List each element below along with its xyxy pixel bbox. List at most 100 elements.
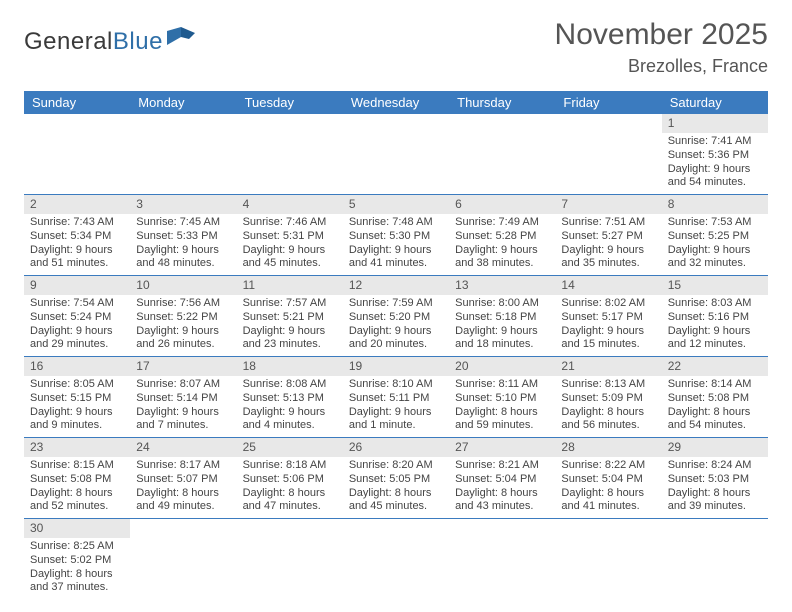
sunset-text: Sunset: 5:18 PM: [455, 311, 549, 325]
calendar: Sunday Monday Tuesday Wednesday Thursday…: [24, 91, 768, 599]
calendar-cell: 23Sunrise: 8:15 AMSunset: 5:08 PMDayligh…: [24, 438, 130, 518]
cell-body: Sunrise: 7:56 AMSunset: 5:22 PMDaylight:…: [130, 295, 236, 356]
calendar-week: 2Sunrise: 7:43 AMSunset: 5:34 PMDaylight…: [24, 195, 768, 276]
sunrise-text: Sunrise: 8:24 AM: [668, 459, 762, 473]
sunrise-text: Sunrise: 8:05 AM: [30, 378, 124, 392]
dayname-row: Sunday Monday Tuesday Wednesday Thursday…: [24, 91, 768, 114]
daylight-text: Daylight: 9 hours and 29 minutes.: [30, 325, 124, 353]
sunset-text: Sunset: 5:30 PM: [349, 230, 443, 244]
dayname-sunday: Sunday: [24, 91, 130, 114]
cell-body: Sunrise: 7:57 AMSunset: 5:21 PMDaylight:…: [237, 295, 343, 356]
sunset-text: Sunset: 5:31 PM: [243, 230, 337, 244]
day-number: 15: [662, 276, 768, 295]
sunset-text: Sunset: 5:07 PM: [136, 473, 230, 487]
daylight-text: Daylight: 8 hours and 52 minutes.: [30, 487, 124, 515]
location: Brezolles, France: [555, 56, 768, 77]
page: GeneralBlue November 2025 Brezolles, Fra…: [0, 0, 792, 599]
sunrise-text: Sunrise: 8:21 AM: [455, 459, 549, 473]
cell-body: Sunrise: 8:02 AMSunset: 5:17 PMDaylight:…: [555, 295, 661, 356]
dayname-thursday: Thursday: [449, 91, 555, 114]
calendar-cell: [237, 114, 343, 194]
daylight-text: Daylight: 8 hours and 49 minutes.: [136, 487, 230, 515]
daylight-text: Daylight: 9 hours and 4 minutes.: [243, 406, 337, 434]
sunset-text: Sunset: 5:21 PM: [243, 311, 337, 325]
day-number: 28: [555, 438, 661, 457]
day-number: 30: [24, 519, 130, 538]
day-number: 23: [24, 438, 130, 457]
calendar-cell: [343, 519, 449, 599]
calendar-cell: 11Sunrise: 7:57 AMSunset: 5:21 PMDayligh…: [237, 276, 343, 356]
daylight-text: Daylight: 9 hours and 51 minutes.: [30, 244, 124, 272]
calendar-cell: 27Sunrise: 8:21 AMSunset: 5:04 PMDayligh…: [449, 438, 555, 518]
day-number: 27: [449, 438, 555, 457]
calendar-cell: 7Sunrise: 7:51 AMSunset: 5:27 PMDaylight…: [555, 195, 661, 275]
sunrise-text: Sunrise: 8:18 AM: [243, 459, 337, 473]
calendar-cell: 6Sunrise: 7:49 AMSunset: 5:28 PMDaylight…: [449, 195, 555, 275]
sunrise-text: Sunrise: 7:56 AM: [136, 297, 230, 311]
calendar-cell: 29Sunrise: 8:24 AMSunset: 5:03 PMDayligh…: [662, 438, 768, 518]
sunset-text: Sunset: 5:16 PM: [668, 311, 762, 325]
cell-body: Sunrise: 7:45 AMSunset: 5:33 PMDaylight:…: [130, 214, 236, 275]
cell-body: Sunrise: 8:11 AMSunset: 5:10 PMDaylight:…: [449, 376, 555, 437]
day-number: 22: [662, 357, 768, 376]
dayname-friday: Friday: [555, 91, 661, 114]
calendar-week: 1Sunrise: 7:41 AMSunset: 5:36 PMDaylight…: [24, 114, 768, 195]
calendar-cell: 12Sunrise: 7:59 AMSunset: 5:20 PMDayligh…: [343, 276, 449, 356]
calendar-cell: [130, 519, 236, 599]
calendar-cell: 1Sunrise: 7:41 AMSunset: 5:36 PMDaylight…: [662, 114, 768, 194]
daylight-text: Daylight: 9 hours and 15 minutes.: [561, 325, 655, 353]
day-number: 17: [130, 357, 236, 376]
dayname-monday: Monday: [130, 91, 236, 114]
header: GeneralBlue November 2025 Brezolles, Fra…: [24, 18, 768, 77]
cell-body: Sunrise: 8:24 AMSunset: 5:03 PMDaylight:…: [662, 457, 768, 518]
calendar-cell: 17Sunrise: 8:07 AMSunset: 5:14 PMDayligh…: [130, 357, 236, 437]
sunrise-text: Sunrise: 8:22 AM: [561, 459, 655, 473]
daylight-text: Daylight: 9 hours and 38 minutes.: [455, 244, 549, 272]
daylight-text: Daylight: 9 hours and 20 minutes.: [349, 325, 443, 353]
daylight-text: Daylight: 8 hours and 45 minutes.: [349, 487, 443, 515]
sunset-text: Sunset: 5:04 PM: [561, 473, 655, 487]
sunset-text: Sunset: 5:04 PM: [455, 473, 549, 487]
calendar-cell: 25Sunrise: 8:18 AMSunset: 5:06 PMDayligh…: [237, 438, 343, 518]
daylight-text: Daylight: 8 hours and 59 minutes.: [455, 406, 549, 434]
sunrise-text: Sunrise: 8:20 AM: [349, 459, 443, 473]
calendar-cell: 9Sunrise: 7:54 AMSunset: 5:24 PMDaylight…: [24, 276, 130, 356]
sunset-text: Sunset: 5:22 PM: [136, 311, 230, 325]
day-number: [662, 519, 768, 523]
sunset-text: Sunset: 5:06 PM: [243, 473, 337, 487]
cell-body: Sunrise: 8:08 AMSunset: 5:13 PMDaylight:…: [237, 376, 343, 437]
calendar-cell: 21Sunrise: 8:13 AMSunset: 5:09 PMDayligh…: [555, 357, 661, 437]
cell-body: Sunrise: 8:17 AMSunset: 5:07 PMDaylight:…: [130, 457, 236, 518]
calendar-week: 30Sunrise: 8:25 AMSunset: 5:02 PMDayligh…: [24, 519, 768, 599]
calendar-cell: [449, 114, 555, 194]
cell-body: Sunrise: 7:41 AMSunset: 5:36 PMDaylight:…: [662, 133, 768, 194]
calendar-cell: [662, 519, 768, 599]
sunset-text: Sunset: 5:36 PM: [668, 149, 762, 163]
day-number: 20: [449, 357, 555, 376]
daylight-text: Daylight: 8 hours and 43 minutes.: [455, 487, 549, 515]
sunset-text: Sunset: 5:10 PM: [455, 392, 549, 406]
daylight-text: Daylight: 8 hours and 54 minutes.: [668, 406, 762, 434]
day-number: [343, 519, 449, 523]
calendar-cell: [555, 519, 661, 599]
daylight-text: Daylight: 9 hours and 18 minutes.: [455, 325, 549, 353]
calendar-cell: [449, 519, 555, 599]
day-number: 9: [24, 276, 130, 295]
flag-icon: [167, 27, 195, 52]
sunrise-text: Sunrise: 7:53 AM: [668, 216, 762, 230]
daylight-text: Daylight: 9 hours and 41 minutes.: [349, 244, 443, 272]
day-number: 7: [555, 195, 661, 214]
cell-body: Sunrise: 8:03 AMSunset: 5:16 PMDaylight:…: [662, 295, 768, 356]
cell-body: Sunrise: 8:20 AMSunset: 5:05 PMDaylight:…: [343, 457, 449, 518]
day-number: 1: [662, 114, 768, 133]
day-number: 14: [555, 276, 661, 295]
day-number: 4: [237, 195, 343, 214]
sunrise-text: Sunrise: 7:45 AM: [136, 216, 230, 230]
month-title: November 2025: [555, 18, 768, 52]
day-number: [130, 519, 236, 523]
cell-body: Sunrise: 8:21 AMSunset: 5:04 PMDaylight:…: [449, 457, 555, 518]
sunrise-text: Sunrise: 8:10 AM: [349, 378, 443, 392]
sunrise-text: Sunrise: 8:13 AM: [561, 378, 655, 392]
day-number: 29: [662, 438, 768, 457]
sunset-text: Sunset: 5:05 PM: [349, 473, 443, 487]
